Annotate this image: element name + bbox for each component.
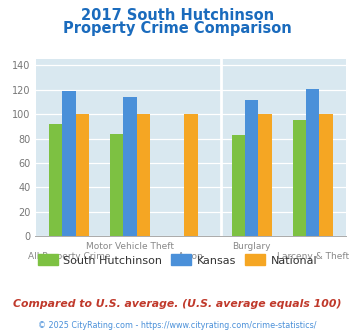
Text: 2017 South Hutchinson: 2017 South Hutchinson (81, 8, 274, 23)
Bar (306, 89, 320, 236)
Bar (245, 100, 258, 236)
Bar (76, 114, 89, 236)
Text: Larceny & Theft: Larceny & Theft (277, 252, 349, 261)
Bar (49, 124, 62, 236)
Text: Compared to U.S. average. (U.S. average equals 100): Compared to U.S. average. (U.S. average … (13, 299, 342, 309)
Bar (137, 114, 150, 236)
Bar (258, 114, 272, 236)
Text: Arson: Arson (178, 252, 204, 261)
Text: Property Crime Comparison: Property Crime Comparison (63, 21, 292, 36)
Bar (231, 135, 245, 236)
Bar (110, 134, 123, 236)
Bar (123, 97, 137, 236)
Bar (62, 91, 76, 236)
Text: Motor Vehicle Theft: Motor Vehicle Theft (86, 242, 174, 251)
Bar (320, 114, 333, 236)
Legend: South Hutchinson, Kansas, National: South Hutchinson, Kansas, National (33, 250, 322, 270)
Text: © 2025 CityRating.com - https://www.cityrating.com/crime-statistics/: © 2025 CityRating.com - https://www.city… (38, 321, 317, 330)
Bar (293, 120, 306, 236)
Bar (184, 114, 197, 236)
Text: Burglary: Burglary (233, 242, 271, 251)
Text: All Property Crime: All Property Crime (28, 252, 110, 261)
